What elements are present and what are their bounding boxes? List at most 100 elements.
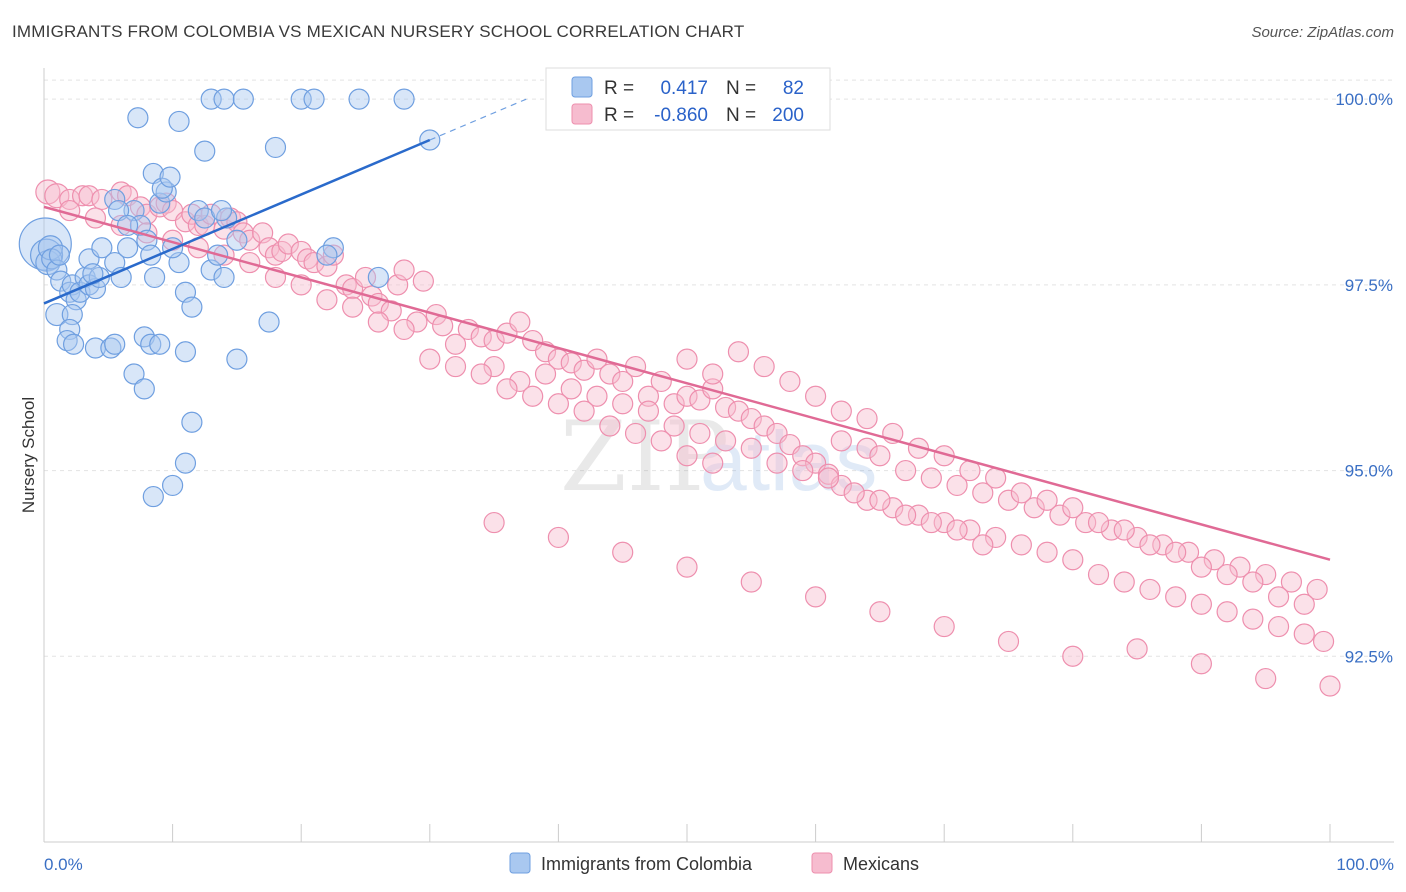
data-point bbox=[277, 233, 299, 255]
legend-blue-n-value: 82 bbox=[783, 78, 804, 99]
data-point bbox=[959, 519, 981, 541]
legend-pink-r-value: -0.860 bbox=[654, 105, 708, 126]
data-point bbox=[882, 497, 904, 519]
data-point bbox=[406, 311, 428, 333]
data-point bbox=[599, 363, 621, 385]
data-point bbox=[1255, 563, 1277, 586]
data-point bbox=[740, 407, 762, 430]
series-legend-pink-swatch bbox=[811, 852, 833, 874]
data-point bbox=[1010, 534, 1032, 556]
data-point bbox=[856, 437, 878, 459]
data-point bbox=[322, 244, 344, 266]
data-point bbox=[1319, 675, 1341, 697]
data-point bbox=[663, 415, 685, 437]
x-tick-label-right: 100.0% bbox=[1336, 855, 1394, 874]
data-point bbox=[143, 266, 166, 289]
data-point bbox=[933, 615, 955, 638]
data-point bbox=[303, 251, 325, 274]
data-point bbox=[920, 511, 942, 534]
legend-pink-swatch bbox=[571, 103, 593, 125]
data-point bbox=[316, 289, 338, 311]
legend-blue-swatch bbox=[571, 76, 593, 98]
legend-pink-n-value: 200 bbox=[772, 105, 804, 126]
data-point bbox=[933, 511, 955, 534]
data-point bbox=[78, 185, 100, 207]
y-tick-label: 95.0% bbox=[1345, 462, 1393, 481]
data-point bbox=[830, 430, 852, 452]
data-point bbox=[637, 385, 660, 407]
data-point bbox=[91, 188, 113, 211]
data-point bbox=[142, 485, 164, 508]
data-point bbox=[194, 140, 216, 162]
data-point bbox=[650, 430, 672, 452]
data-point bbox=[48, 244, 71, 266]
data-point bbox=[1293, 623, 1315, 645]
series-legend: Immigrants from Colombia Mexicans bbox=[509, 852, 919, 874]
data-point bbox=[1010, 482, 1032, 504]
data-point bbox=[843, 482, 865, 504]
data-point bbox=[367, 311, 389, 333]
data-point bbox=[91, 237, 113, 259]
data-point bbox=[804, 586, 827, 608]
legend-box bbox=[545, 67, 831, 131]
data-point bbox=[573, 400, 595, 422]
data-point bbox=[162, 474, 184, 497]
data-point bbox=[470, 363, 492, 385]
data-point bbox=[869, 445, 891, 467]
data-point bbox=[1280, 571, 1303, 593]
data-point bbox=[316, 255, 338, 277]
series-legend-blue-swatch bbox=[509, 852, 531, 874]
data-point bbox=[676, 445, 698, 467]
mexicans-trend-line bbox=[43, 205, 1331, 561]
data-point bbox=[59, 199, 81, 222]
data-point bbox=[663, 393, 685, 415]
data-point bbox=[560, 378, 582, 400]
data-point bbox=[181, 411, 203, 433]
correlation-legend: R = 0.417 N = 82 R = -0.860 N = 200 bbox=[545, 67, 831, 131]
data-point bbox=[1087, 563, 1110, 586]
data-point bbox=[689, 422, 711, 445]
data-point bbox=[1087, 511, 1110, 534]
y-axis-title: Nursery School bbox=[19, 397, 38, 513]
data-point bbox=[714, 396, 737, 419]
data-point bbox=[702, 452, 724, 474]
data-point bbox=[496, 378, 518, 400]
legend-blue-r-value: 0.417 bbox=[660, 78, 708, 99]
data-point bbox=[547, 526, 570, 549]
data-point bbox=[1177, 541, 1200, 563]
data-point bbox=[1267, 615, 1290, 638]
data-point bbox=[599, 415, 621, 437]
data-point bbox=[133, 378, 155, 400]
data-point bbox=[547, 393, 570, 415]
data-point bbox=[586, 385, 608, 407]
data-point bbox=[972, 482, 994, 504]
data-point bbox=[56, 329, 78, 352]
data-point bbox=[1139, 534, 1161, 556]
data-point bbox=[444, 333, 467, 355]
x-tick-label-left: 0.0% bbox=[44, 855, 83, 874]
data-point bbox=[1036, 541, 1058, 563]
data-point bbox=[637, 400, 660, 422]
data-point bbox=[232, 88, 254, 110]
data-point bbox=[226, 348, 248, 370]
data-point bbox=[612, 541, 634, 563]
data-point bbox=[676, 348, 698, 370]
source-label: Source: ZipAtlas.com bbox=[1251, 24, 1394, 41]
data-point bbox=[1267, 586, 1290, 608]
data-point bbox=[100, 337, 122, 359]
data-point bbox=[50, 270, 72, 292]
mexicans-points bbox=[35, 179, 1341, 697]
data-point bbox=[895, 504, 917, 526]
data-point bbox=[210, 199, 233, 222]
data-point bbox=[239, 229, 261, 251]
data-point bbox=[1255, 667, 1277, 690]
data-point bbox=[792, 459, 814, 482]
data-point bbox=[1049, 504, 1071, 526]
data-point bbox=[753, 415, 775, 437]
data-point bbox=[856, 407, 878, 430]
data-point bbox=[676, 385, 698, 407]
data-point bbox=[895, 459, 917, 482]
data-point bbox=[1165, 586, 1187, 608]
data-point bbox=[226, 229, 248, 251]
